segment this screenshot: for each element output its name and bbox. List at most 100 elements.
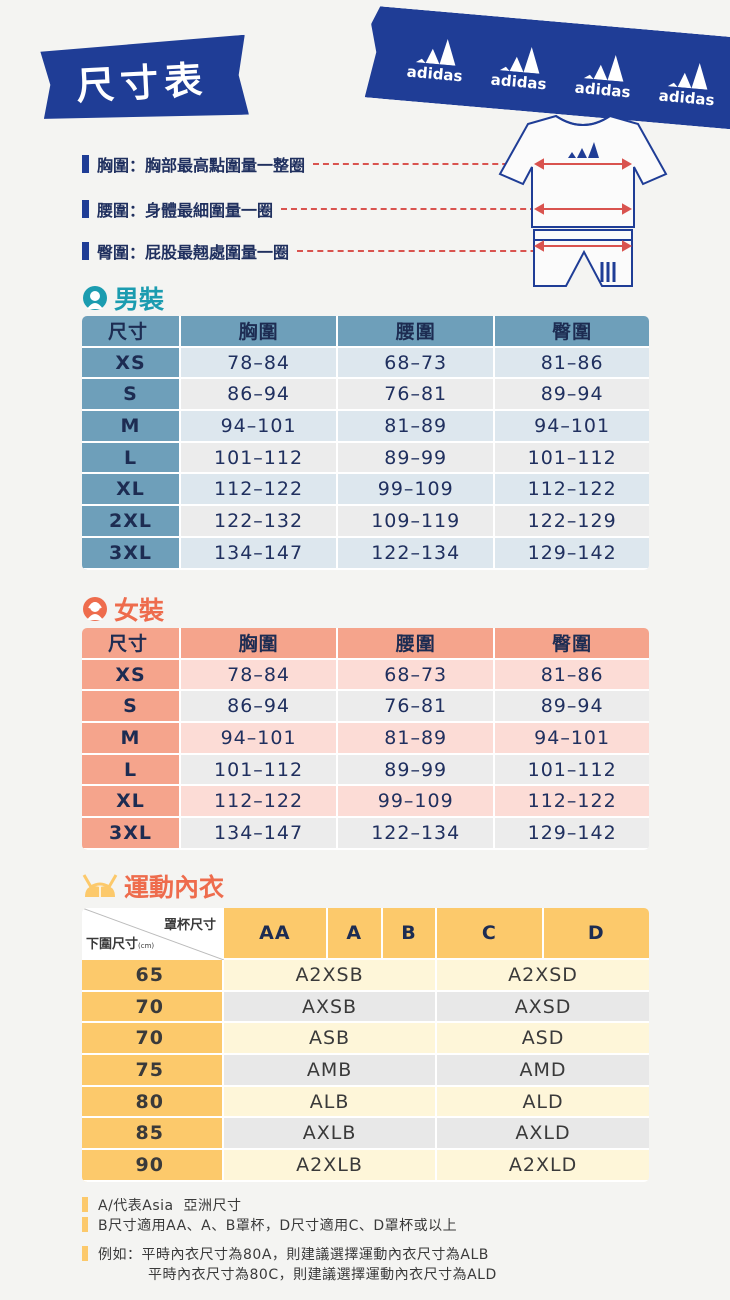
tshirt-shorts-diagram bbox=[498, 112, 668, 292]
bra-heading: 運動內衣 bbox=[82, 868, 224, 904]
col-waist: 腰圍 bbox=[338, 316, 496, 348]
hip-cell: 129–142 bbox=[495, 537, 649, 570]
waist-cell: 76–81 bbox=[338, 379, 496, 412]
table-row: S 86–94 76–81 89–94 bbox=[82, 691, 649, 724]
chest-cell: 134–147 bbox=[181, 818, 339, 850]
waist-cell: 122–134 bbox=[338, 818, 496, 850]
band-cell: 65 bbox=[82, 960, 224, 992]
ab-size-cell: A2XLB bbox=[224, 1150, 438, 1182]
col-chest: 胸圍 bbox=[181, 628, 339, 660]
adidas-logo-icon: adidas bbox=[650, 55, 726, 110]
hip-cell: 94–101 bbox=[495, 411, 649, 443]
measure-dash bbox=[281, 208, 567, 210]
hip-cell: 101–112 bbox=[495, 442, 649, 475]
waist-cell: 89–99 bbox=[338, 754, 496, 787]
hip-cell: 101–112 bbox=[495, 754, 649, 787]
col-cup-a: A bbox=[327, 908, 383, 960]
cd-size-cell: AXLD bbox=[437, 1118, 649, 1151]
chest-cell: 86–94 bbox=[181, 379, 339, 412]
brand-label: adidas bbox=[490, 70, 548, 94]
table-row: 80 ALB ALD bbox=[82, 1086, 649, 1119]
measure-dash bbox=[313, 163, 559, 165]
table-row: 85 AXLB AXLD bbox=[82, 1118, 649, 1151]
chest-cell: 78–84 bbox=[181, 347, 339, 380]
hip-cell: 89–94 bbox=[495, 691, 649, 724]
ab-size-cell: AXSB bbox=[224, 991, 438, 1024]
bra-icon bbox=[82, 874, 118, 897]
table-row: 70 AXSB AXSD bbox=[82, 991, 649, 1024]
men-size-table: 尺寸 胸圍 腰圍 臀圍 XS 78–84 68–73 81–86 S 86–94 76–8… bbox=[82, 316, 649, 570]
col-cup-d: D bbox=[543, 908, 649, 960]
col-size: 尺寸 bbox=[82, 316, 181, 348]
cd-size-cell: A2XSD bbox=[437, 960, 649, 992]
cd-size-cell: AMD bbox=[437, 1055, 649, 1087]
waist-cell: 122–134 bbox=[338, 537, 496, 570]
legend-hip-label: 臀圍：屁股最翹處圍量一圈 bbox=[97, 243, 290, 262]
chest-cell: 78–84 bbox=[181, 659, 339, 692]
size-cell: M bbox=[82, 411, 181, 443]
size-cell: XS bbox=[82, 347, 181, 380]
col-cup-c: C bbox=[437, 908, 544, 960]
legend-waist-label: 腰圍：身體最細圍量一圈 bbox=[97, 201, 274, 220]
ab-size-cell: AMB bbox=[224, 1055, 438, 1087]
note-text: 平時內衣尺寸為80C，則建議選擇運動內衣尺寸為ALD bbox=[148, 1267, 497, 1283]
cd-size-cell: AXSD bbox=[437, 991, 649, 1024]
table-row: S 86–94 76–81 89–94 bbox=[82, 379, 649, 412]
adidas-logo-icon: adidas bbox=[566, 47, 642, 102]
table-row: 65 A2XSB A2XSD bbox=[82, 960, 649, 992]
band-cell: 85 bbox=[82, 1118, 224, 1151]
man-icon bbox=[83, 286, 107, 310]
legend-marker bbox=[82, 242, 89, 260]
hip-cell: 89–94 bbox=[495, 379, 649, 412]
note-marker bbox=[82, 1217, 88, 1232]
ab-size-cell: AXLB bbox=[224, 1118, 438, 1151]
table-header-row: 尺寸 胸圍 腰圍 臀圍 bbox=[82, 628, 649, 660]
brand-label: adidas bbox=[406, 62, 464, 86]
chest-cell: 112–122 bbox=[181, 474, 339, 507]
chest-cell: 94–101 bbox=[181, 411, 339, 443]
table-row: XS 78–84 68–73 81–86 bbox=[82, 347, 649, 380]
size-cell: 2XL bbox=[82, 506, 181, 538]
table-row: 3XL 134–147 122–134 129–142 bbox=[82, 818, 649, 850]
col-cup-aa: AA bbox=[224, 908, 328, 960]
note-marker bbox=[82, 1197, 88, 1212]
table-row: 2XL 122–132 109–119 122–129 bbox=[82, 506, 649, 538]
page-title: 尺寸表 bbox=[75, 57, 210, 109]
legend-marker bbox=[82, 200, 89, 218]
col-cup-b: B bbox=[382, 908, 438, 960]
hip-cell: 81–86 bbox=[495, 347, 649, 380]
chest-cell: 94–101 bbox=[181, 723, 339, 755]
hip-cell: 112–122 bbox=[495, 786, 649, 819]
size-cell: S bbox=[82, 691, 181, 724]
table-row: 75 AMB AMD bbox=[82, 1055, 649, 1087]
table-row: L 101–112 89–99 101–112 bbox=[82, 754, 649, 787]
table-row: 3XL 134–147 122–134 129–142 bbox=[82, 537, 649, 570]
size-cell: 3XL bbox=[82, 537, 181, 570]
size-cell: L bbox=[82, 442, 181, 475]
band-cell: 80 bbox=[82, 1086, 224, 1119]
legend-chest-label: 胸圍：胸部最高點圍量一整圈 bbox=[97, 156, 306, 175]
note-example-2: 平時內衣尺寸為80C，則建議選擇運動內衣尺寸為ALD bbox=[148, 1264, 497, 1284]
note-example: 例如：平時內衣尺寸為80A，則建議選擇運動內衣尺寸為ALB bbox=[82, 1244, 489, 1264]
band-cell: 70 bbox=[82, 991, 224, 1024]
col-size: 尺寸 bbox=[82, 628, 181, 660]
note-asia: A/代表Asia 亞洲尺寸 bbox=[82, 1195, 242, 1215]
cup-size-label: 罩杯尺寸 bbox=[163, 918, 216, 933]
legend-hip: 臀圍：屁股最翹處圍量一圈 bbox=[82, 240, 568, 262]
brand-label: adidas bbox=[658, 86, 716, 110]
ab-size-cell: ALB bbox=[224, 1086, 438, 1119]
chest-cell: 101–112 bbox=[181, 442, 339, 475]
legend-chest: 胸圍：胸部最高點圍量一整圈 bbox=[82, 153, 559, 175]
waist-cell: 109–119 bbox=[338, 506, 496, 538]
men-heading-label: 男裝 bbox=[114, 285, 165, 314]
size-cell: XL bbox=[82, 786, 181, 819]
col-chest: 胸圍 bbox=[181, 316, 339, 348]
woman-icon bbox=[83, 597, 107, 621]
legend-waist: 腰圍：身體最細圍量一圈 bbox=[82, 198, 567, 220]
waist-cell: 99–109 bbox=[338, 786, 496, 819]
chest-cell: 101–112 bbox=[181, 754, 339, 787]
col-hip: 臀圍 bbox=[495, 316, 649, 348]
chest-cell: 112–122 bbox=[181, 786, 339, 819]
waist-cell: 76–81 bbox=[338, 691, 496, 724]
chest-cell: 86–94 bbox=[181, 691, 339, 724]
